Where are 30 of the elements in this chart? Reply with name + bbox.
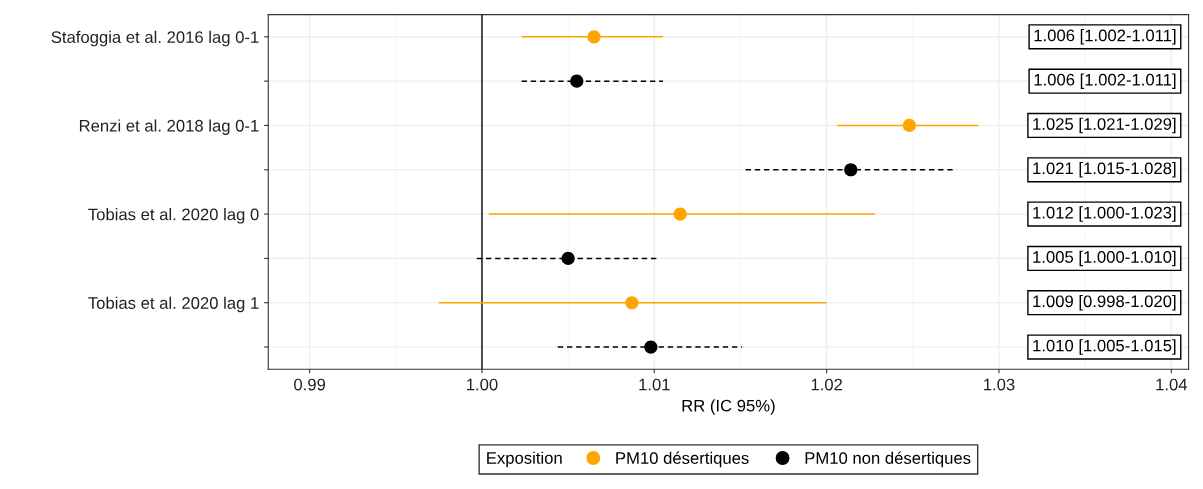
legend-title: Exposition (487, 451, 562, 468)
x-tick-label: 1.03 (984, 378, 1015, 391)
x-tick-label: 0.99 (294, 378, 326, 391)
annotation: 1.006 [1.002-1.011] (1034, 73, 1176, 89)
y-tick-label: Stafoggia et al. 2016 lag 0-1 (51, 30, 259, 47)
point (673, 207, 687, 221)
x-tick-label: 1.02 (811, 378, 843, 391)
x-tick-label: 1.04 (1156, 378, 1188, 391)
legend-label: PM10 non désertiques (805, 451, 971, 468)
point (570, 74, 584, 88)
annotation: 1.021 [1.015-1.028] (1033, 162, 1176, 178)
point (844, 163, 858, 177)
annotation: 1.009 [0.998-1.020] (1033, 294, 1176, 311)
y-tick-label: Tobias et al. 2020 lag 1 (88, 296, 259, 313)
point (587, 30, 601, 44)
y-tick-label: Renzi et al. 2018 lag 0-1 (79, 119, 259, 135)
annotation: 1.010 [1.005-1.015] (1033, 339, 1176, 355)
annotation: 1.025 [1.021-1.029] (1033, 117, 1176, 134)
point (561, 251, 575, 265)
x-tick-label: 1.00 (467, 378, 498, 391)
annotation: 1.005 [1.000-1.010] (1033, 250, 1176, 267)
annotation: 1.006 [1.002-1.011] (1034, 29, 1176, 45)
y-tick-label: Tobias et al. 2020 lag 0 (88, 208, 259, 224)
legend-label: PM10 désertiques (616, 451, 749, 468)
x-axis-title: RR (IC 95%) (682, 399, 775, 415)
point (902, 118, 916, 133)
point (644, 340, 658, 354)
x-tick-label: 1.01 (639, 378, 670, 391)
point (625, 296, 639, 310)
annotation: 1.012 [1.000-1.023] (1033, 206, 1176, 222)
